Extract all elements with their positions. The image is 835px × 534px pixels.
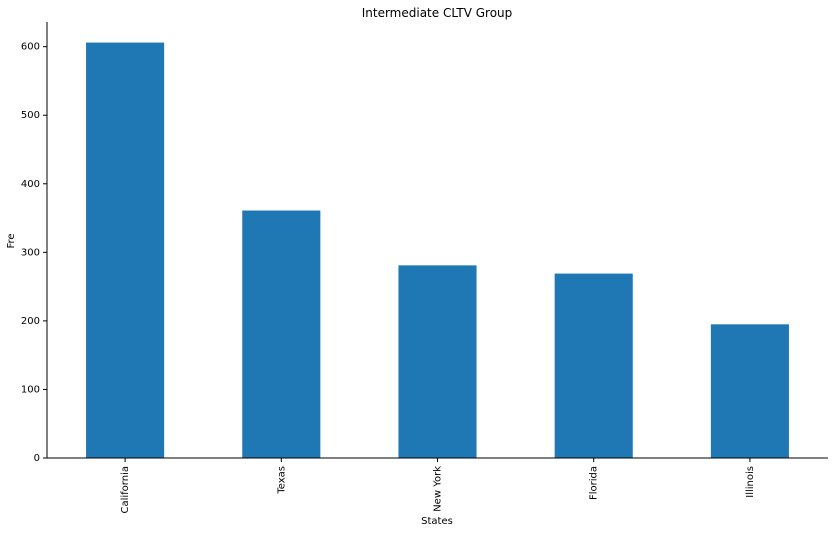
y-tick-label: 0 [34,453,40,464]
y-tick-label: 100 [21,384,40,395]
ticks-layer: California Texas New York Florida Illinois 0 1… [21,42,756,514]
y-tick-label: 200 [21,316,40,327]
bar-texas [242,210,321,458]
bars-layer [86,42,789,458]
x-tick-label: New York [433,466,444,512]
y-axis-label: Fre [6,233,17,248]
y-tick-label: 600 [21,42,40,53]
bar-illinois [710,324,789,458]
bar-new-york [398,265,477,458]
chart-title: Intermediate CLTV Group [362,6,513,20]
y-tick-label: 400 [21,179,40,190]
x-tick-label: Illinois [745,466,756,498]
x-axis-label: States [421,516,453,527]
bar-california [86,42,165,458]
y-tick-label: 300 [21,247,40,258]
bar-florida [554,273,633,458]
x-tick-label: California [120,466,131,514]
y-tick-label: 500 [21,110,40,121]
x-tick-label: Florida [589,466,600,500]
x-tick-label: Texas [276,466,287,495]
